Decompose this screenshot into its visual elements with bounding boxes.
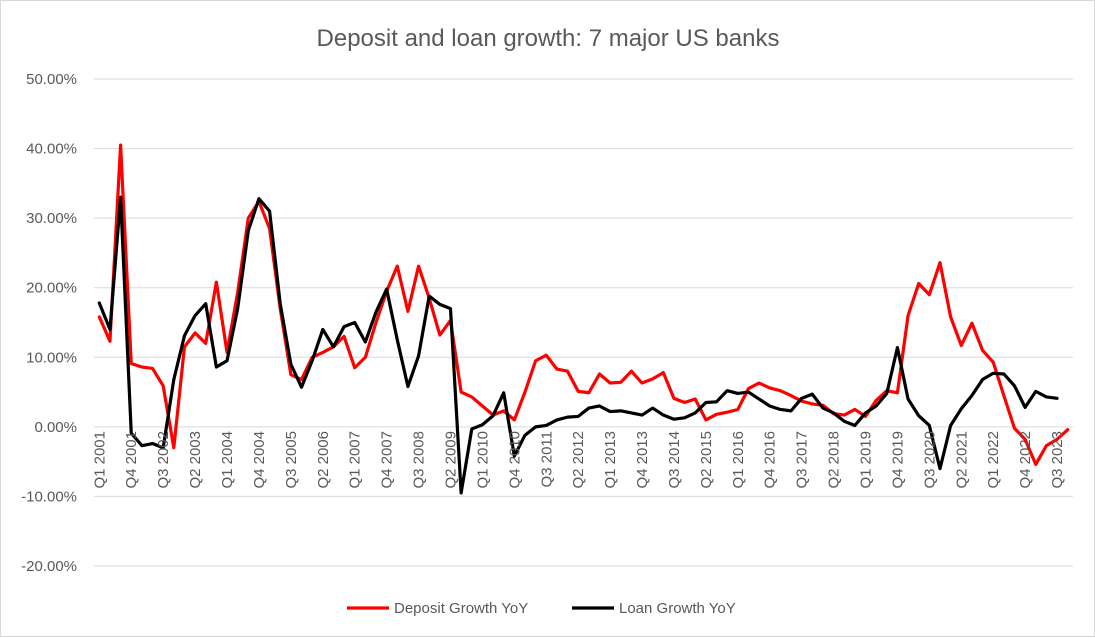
x-tick-label: Q4 2007 — [379, 431, 396, 489]
x-tick-label: Q1 2019 — [857, 431, 874, 489]
x-tick-label: Q2 2021 — [953, 431, 970, 489]
x-tick-label: Q4 2001 — [123, 431, 140, 489]
x-tick-label: Q2 2006 — [315, 431, 332, 489]
series-line-deposit — [97, 143, 1070, 467]
y-tick-label: 10.00% — [26, 349, 77, 366]
x-tick-label: Q2 2015 — [698, 431, 715, 489]
x-tick-label: Q1 2007 — [347, 431, 364, 489]
x-tick-label: Q1 2001 — [91, 431, 108, 489]
series-line-loan — [97, 195, 1059, 495]
x-tick-label: Q2 2018 — [826, 431, 843, 489]
y-tick-label: 30.00% — [26, 210, 77, 227]
x-tick-label: Q3 2020 — [921, 431, 938, 489]
y-tick-label: 0.00% — [34, 419, 77, 436]
x-tick-label: Q4 2013 — [634, 431, 651, 489]
y-tick-label: 50.00% — [26, 71, 77, 88]
x-tick-label: Q4 2022 — [1017, 431, 1034, 489]
x-tick-label: Q2 2003 — [187, 431, 204, 489]
x-tick-label: Q2 2012 — [570, 431, 587, 489]
x-tick-label: Q3 2011 — [538, 431, 555, 487]
x-tick-label: Q1 2013 — [602, 431, 619, 489]
x-tick-label: Q2 2009 — [442, 431, 459, 489]
x-tick-label: Q1 2022 — [985, 431, 1002, 489]
chart-title: Deposit and loan growth: 7 major US bank… — [317, 25, 780, 52]
x-tick-label: Q3 2005 — [283, 431, 300, 489]
x-tick-label: Q1 2010 — [474, 431, 491, 489]
x-tick-label: Q4 2004 — [251, 431, 268, 489]
x-axis-tick-labels: Q1 2001 Q4 2001 Q3 2002 Q2 2003 Q1 2004 Q4 20… — [91, 431, 1066, 489]
y-tick-label: 40.00% — [26, 141, 77, 158]
series-lines — [97, 143, 1070, 495]
y-tick-label: -20.00% — [21, 558, 77, 575]
x-tick-label: Q3 2008 — [411, 431, 428, 489]
x-tick-label: Q3 2017 — [794, 431, 811, 489]
x-tick-label: Q1 2004 — [219, 431, 236, 489]
legend-label: Loan Growth YoY — [619, 600, 736, 617]
x-tick-label: Q1 2016 — [730, 431, 747, 489]
legend-label: Deposit Growth YoY — [394, 600, 528, 617]
x-tick-label: Q4 2016 — [762, 431, 779, 489]
legend: Deposit Growth YoY Loan Growth YoY — [347, 600, 736, 617]
x-tick-label: Q4 2019 — [889, 431, 906, 489]
gridlines — [94, 78, 1073, 567]
y-tick-label: 20.00% — [26, 280, 77, 297]
x-tick-label: Q4 2010 — [506, 431, 523, 489]
y-axis-tick-labels: 50.00% 40.00% 30.00% 20.00% 10.00% 0.00% -10.0… — [21, 71, 77, 575]
x-tick-label: Q3 2023 — [1049, 431, 1066, 489]
x-tick-label: Q3 2002 — [155, 431, 172, 489]
x-tick-label: Q3 2014 — [666, 431, 683, 489]
y-tick-label: -10.00% — [21, 488, 77, 505]
